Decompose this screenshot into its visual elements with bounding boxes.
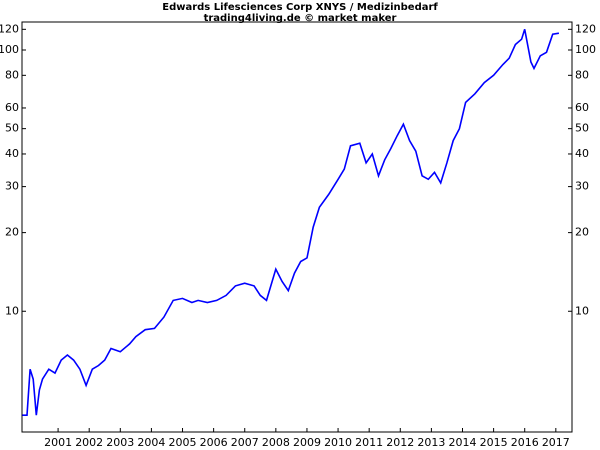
y-tick-label: 20 [5, 226, 19, 239]
x-tick-label: 2014 [448, 436, 476, 449]
x-tick-label: 2007 [231, 436, 259, 449]
x-tick-label: 2013 [417, 436, 445, 449]
y-tick-label: 20 [575, 226, 589, 239]
x-tick-label: 2001 [44, 436, 72, 449]
y-tick-label: 100 [0, 43, 19, 56]
x-tick-label: 2011 [355, 436, 383, 449]
plot-frame [21, 21, 573, 433]
y-tick-label: 100 [575, 43, 596, 56]
x-tick-label: 2009 [293, 436, 321, 449]
y-tick-label: 30 [575, 180, 589, 193]
x-tick-label: 2008 [262, 436, 290, 449]
y-tick-label: 50 [5, 122, 19, 135]
y-tick-label: 60 [575, 101, 589, 114]
x-tick-label: 2003 [106, 436, 134, 449]
x-tick-label: 2005 [169, 436, 197, 449]
x-tick-label: 2010 [324, 436, 352, 449]
x-tick-label: 2016 [511, 436, 539, 449]
chart-subtitle: trading4living.de © market maker [204, 13, 397, 24]
x-tick-label: 2006 [200, 436, 228, 449]
y-tick-label: 40 [575, 147, 589, 160]
y-tick-label: 10 [575, 304, 589, 317]
x-tick-label: 2012 [386, 436, 414, 449]
x-tick-label: 2015 [480, 436, 508, 449]
y-tick-label: 10 [5, 304, 19, 317]
x-tick-label: 2017 [542, 436, 570, 449]
y-tick-label: 60 [5, 101, 19, 114]
y-tick-label: 50 [575, 122, 589, 135]
y-tick-label: 80 [575, 68, 589, 81]
y-tick-label: 40 [5, 147, 19, 160]
price-line [22, 29, 560, 416]
y-tick-label: 80 [5, 68, 19, 81]
chart-title: Edwards Lifesciences Corp XNYS / Medizin… [162, 2, 438, 13]
y-tick-label: 30 [5, 180, 19, 193]
y-tick-label: 120 [575, 22, 596, 35]
x-tick-label: 2002 [75, 436, 103, 449]
y-tick-label: 120 [0, 22, 19, 35]
x-tick-label: 2004 [137, 436, 165, 449]
